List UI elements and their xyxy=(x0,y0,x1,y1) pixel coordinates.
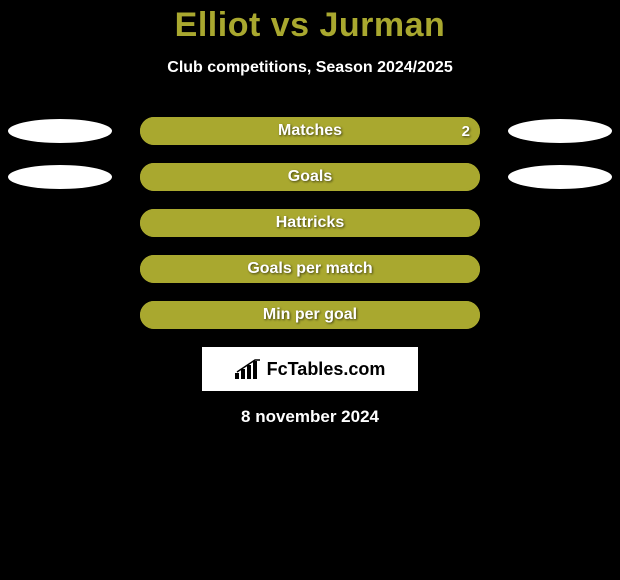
left-value-ellipse xyxy=(8,119,112,143)
stat-bar: Goals xyxy=(140,163,480,191)
stat-label: Goals xyxy=(140,163,480,191)
stat-bar: Min per goal xyxy=(140,301,480,329)
logo-box: FcTables.com xyxy=(202,347,418,391)
stat-row: Goals per match xyxy=(0,255,620,283)
stat-label: Hattricks xyxy=(140,209,480,237)
stat-rows: Matches2 Goals Hattricks Goals per match Min… xyxy=(0,117,620,329)
stat-label: Matches xyxy=(140,117,480,145)
bars-icon xyxy=(235,359,263,379)
logo-text: FcTables.com xyxy=(267,359,386,380)
stat-label: Goals per match xyxy=(140,255,480,283)
left-value-ellipse xyxy=(8,165,112,189)
site-logo: FcTables.com xyxy=(235,359,386,380)
stat-bar: Goals per match xyxy=(140,255,480,283)
stat-bar: Matches2 xyxy=(140,117,480,145)
stat-label: Min per goal xyxy=(140,301,480,329)
stat-row: Goals xyxy=(0,163,620,191)
stat-row: Hattricks xyxy=(0,209,620,237)
stat-value-right: 2 xyxy=(462,117,470,145)
right-value-ellipse xyxy=(508,119,612,143)
comparison-infographic: Elliot vs Jurman Club competitions, Seas… xyxy=(0,0,620,580)
right-value-ellipse xyxy=(508,165,612,189)
stat-row: Matches2 xyxy=(0,117,620,145)
page-subtitle: Club competitions, Season 2024/2025 xyxy=(0,59,620,77)
stat-bar: Hattricks xyxy=(140,209,480,237)
page-title: Elliot vs Jurman xyxy=(0,0,620,45)
date-text: 8 november 2024 xyxy=(0,407,620,427)
stat-row: Min per goal xyxy=(0,301,620,329)
